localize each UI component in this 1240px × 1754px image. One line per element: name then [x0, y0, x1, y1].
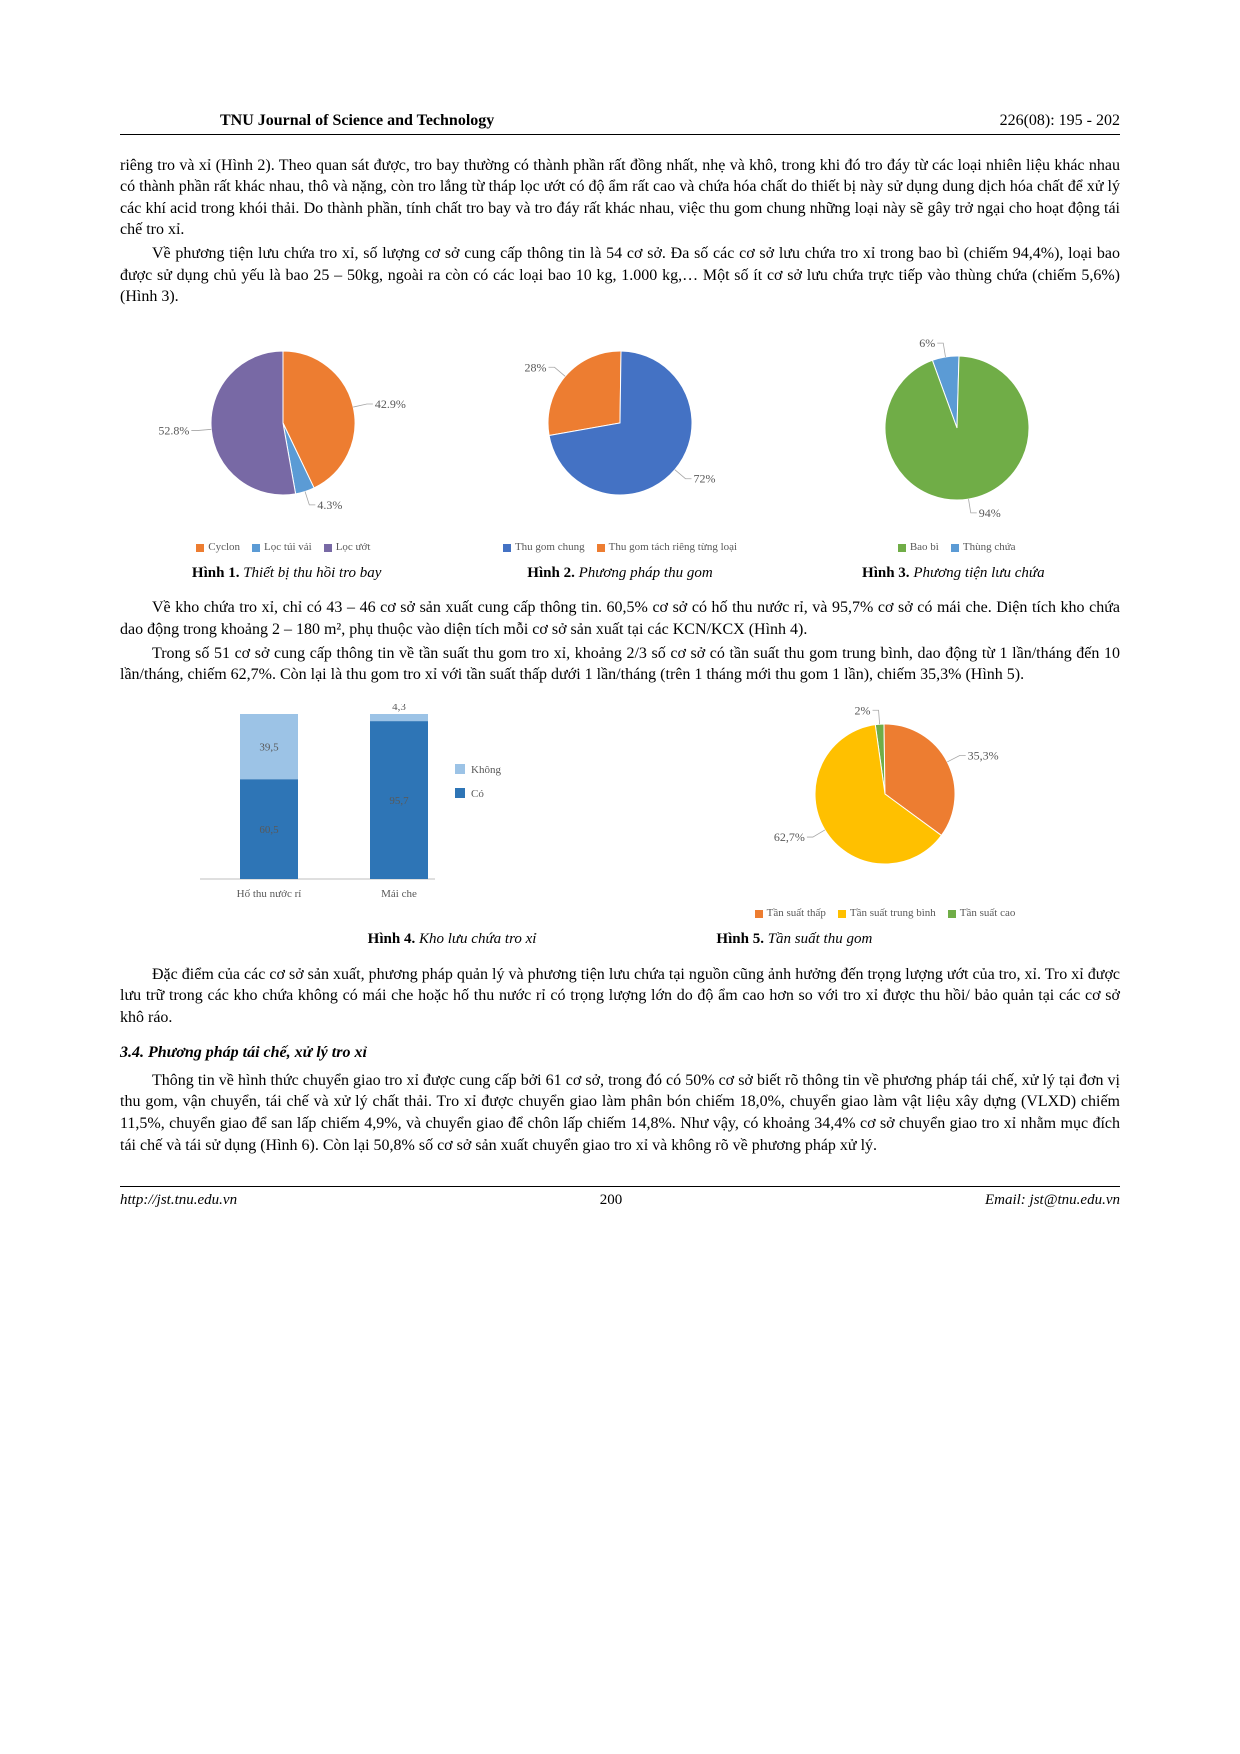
- svg-text:4.3%: 4.3%: [318, 498, 343, 512]
- svg-text:2%: 2%: [855, 704, 871, 717]
- page-footer: http://jst.tnu.edu.vn 200 Email: jst@tnu…: [120, 1186, 1120, 1210]
- caption-3-num: Hình 3.: [862, 565, 910, 581]
- footer-url: http://jst.tnu.edu.vn: [120, 1190, 237, 1210]
- pie-chart-5: 2% 35,3% 62,7%: [725, 704, 1045, 894]
- caption-1-text: Thiết bị thu hồi tro bay: [239, 565, 381, 581]
- svg-text:42.9%: 42.9%: [375, 397, 406, 411]
- svg-text:Có: Có: [471, 788, 484, 800]
- caption-3: Hình 3. Phương tiện lưu chứa: [787, 563, 1120, 583]
- svg-text:Hố thu nước rỉ: Hố thu nước rỉ: [237, 888, 302, 900]
- pie-chart-3: 6% 94%: [807, 328, 1107, 528]
- caption-5-text: Tần suất thu gom: [764, 931, 872, 947]
- caption-row-1: Hình 1. Thiết bị thu hồi tro bay Hình 2.…: [120, 563, 1120, 583]
- legend-1: CyclonLọc túi vảiLọc ướt: [120, 540, 447, 555]
- pie-chart-1: 42.9% 4.3% 52.8%: [133, 328, 433, 528]
- svg-text:39,5: 39,5: [259, 741, 279, 753]
- figure-3: 6% 94% Bao bìThùng chứa: [793, 328, 1120, 555]
- svg-text:35,3%: 35,3%: [968, 748, 999, 762]
- figure-row-1: 42.9%4.3%52.8% CyclonLọc túi vảiLọc ướt …: [120, 328, 1120, 555]
- section-3-4-heading: 3.4. Phương pháp tái chế, xử lý tro xỉ: [120, 1042, 1120, 1064]
- paragraph-4: Trong số 51 cơ sở cung cấp thông tin về …: [120, 643, 1120, 686]
- caption-2: Hình 2. Phương pháp thu gom: [453, 563, 786, 583]
- legend-5: Tần suất thấpTần suất trung bìnhTần suất…: [650, 906, 1120, 921]
- paragraph-2: Về phương tiện lưu chứa tro xỉ, số lượng…: [120, 243, 1120, 308]
- figure-5: 2% 35,3% 62,7% Tần suất thấpTần suất trung…: [650, 704, 1120, 921]
- figure-4: 60,5 39,5 Hố thu nước rỉ 95,7 4,3 Mái che Khôn…: [120, 704, 590, 921]
- svg-text:28%: 28%: [525, 360, 547, 374]
- figure-2: 28% 72% Thu gom chungThu gom tách riêng t…: [457, 328, 784, 555]
- caption-1: Hình 1. Thiết bị thu hồi tro bay: [120, 563, 453, 583]
- pie-chart-2: 28% 72%: [470, 328, 770, 528]
- svg-text:Không: Không: [471, 764, 501, 776]
- svg-text:Mái che: Mái che: [381, 888, 417, 900]
- svg-text:6%: 6%: [919, 336, 935, 350]
- footer-email: Email: jst@tnu.edu.vn: [985, 1190, 1120, 1210]
- caption-2-num: Hình 2.: [527, 565, 575, 581]
- paragraph-3: Về kho chứa tro xỉ, chỉ có 43 – 46 cơ sở…: [120, 597, 1120, 640]
- legend-2: Thu gom chungThu gom tách riêng từng loạ…: [457, 540, 784, 555]
- caption-2-text: Phương pháp thu gom: [575, 565, 713, 581]
- caption-1-num: Hình 1.: [192, 565, 240, 581]
- caption-4-text: Kho lưu chứa tro xỉ: [415, 931, 536, 947]
- page-header: TNU Journal of Science and Technology 22…: [120, 110, 1120, 135]
- caption-5-num: Hình 5.: [716, 931, 764, 947]
- footer-pagenum: 200: [600, 1190, 623, 1210]
- caption-row-2: Hình 4. Kho lưu chứa tro xỉ Hình 5. Tần …: [120, 929, 1120, 949]
- svg-text:95,7: 95,7: [389, 795, 409, 807]
- page-range: 226(08): 195 - 202: [1000, 110, 1120, 132]
- svg-text:4,3: 4,3: [392, 704, 406, 713]
- bar-chart-4: 60,5 39,5 Hố thu nước rỉ 95,7 4,3 Mái che Khôn…: [165, 704, 545, 914]
- caption-4: Hình 4. Kho lưu chứa tro xỉ: [368, 929, 537, 949]
- figure-1: 42.9% 4.3% 52.8% CyclonLọc túi vảiLọc ướt: [120, 328, 447, 555]
- caption-3-text: Phương tiện lưu chứa: [910, 565, 1045, 581]
- legend-3: Bao bìThùng chứa: [793, 540, 1120, 555]
- journal-title: TNU Journal of Science and Technology: [120, 110, 494, 132]
- svg-text:52.8%: 52.8%: [159, 423, 190, 437]
- svg-text:60,5: 60,5: [259, 824, 279, 836]
- paragraph-5: Đặc điểm của các cơ sở sản xuất, phương …: [120, 964, 1120, 1029]
- caption-5: Hình 5. Tần suất thu gom: [716, 929, 872, 949]
- svg-text:72%: 72%: [693, 471, 715, 485]
- caption-4-num: Hình 4.: [368, 931, 416, 947]
- svg-text:62,7%: 62,7%: [774, 830, 805, 844]
- svg-text:94%: 94%: [978, 506, 1000, 520]
- figure-row-2: 60,5 39,5 Hố thu nước rỉ 95,7 4,3 Mái che Khôn…: [120, 704, 1120, 921]
- paragraph-6: Thông tin về hình thức chuyển giao tro x…: [120, 1070, 1120, 1156]
- paragraph-1: riêng tro và xỉ (Hình 2). Theo quan sát …: [120, 155, 1120, 241]
